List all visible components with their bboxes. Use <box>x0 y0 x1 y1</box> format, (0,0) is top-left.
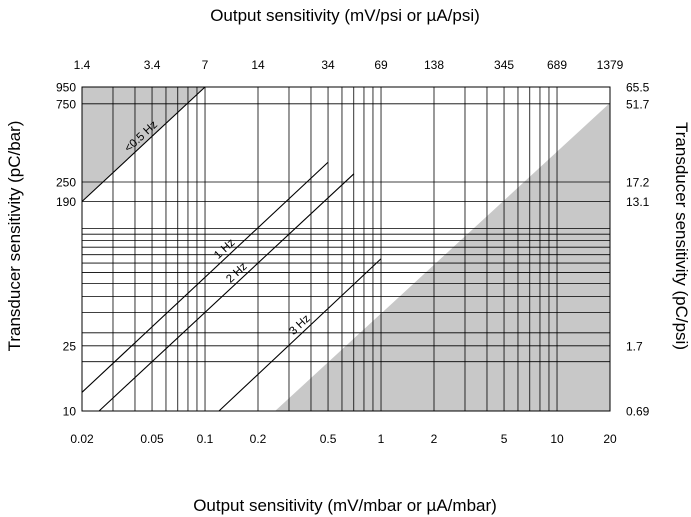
bottom-axis-title: Output sensitivity (mV/mbar or µA/mbar) <box>193 496 497 515</box>
tick-labels: 0.02 0.05 0.1 0.2 0.5 1 2 5 10 201.4 3.4 7 14 34 69 138… <box>56 58 650 446</box>
x-bottom-tick-label: 20 <box>603 432 617 446</box>
x-bottom-tick-label: 0.02 <box>70 432 94 446</box>
x-bottom-tick-label: 0.05 <box>140 432 164 446</box>
y-right-tick-label: 17.2 <box>626 175 650 189</box>
x-top-tick-label: 7 <box>202 58 209 72</box>
series-label: 2 Hz <box>224 260 250 285</box>
x-bottom-tick-label: 5 <box>501 432 508 446</box>
top-axis-title: Output sensitivity (mV/psi or µA/psi) <box>210 6 480 25</box>
shaded-region-lower-right <box>275 102 610 412</box>
x-top-tick-label: 1379 <box>597 58 624 72</box>
y-right-tick-label: 0.69 <box>626 405 650 419</box>
y-left-tick-label: 25 <box>63 339 77 353</box>
series-line <box>81 161 329 393</box>
x-top-tick-label: 138 <box>424 58 444 72</box>
x-bottom-tick-label: 1 <box>378 432 385 446</box>
y-left-tick-label: 950 <box>56 81 76 95</box>
x-top-tick-label: 14 <box>251 58 265 72</box>
shaded-regions <box>82 87 610 412</box>
y-right-tick-label: 1.7 <box>626 339 643 353</box>
y-left-tick-label: 10 <box>63 405 77 419</box>
series-lines <box>81 86 382 412</box>
x-top-tick-label: 69 <box>374 58 388 72</box>
x-top-tick-label: 3.4 <box>144 58 161 72</box>
x-top-tick-label: 1.4 <box>74 58 91 72</box>
series-line <box>81 86 206 202</box>
series-line <box>98 173 355 412</box>
x-bottom-tick-label: 2 <box>431 432 438 446</box>
y-right-tick-label: 13.1 <box>626 195 650 209</box>
y-right-tick-label: 65.5 <box>626 81 650 95</box>
x-top-tick-label: 34 <box>321 58 335 72</box>
y-right-tick-label: 51.7 <box>626 97 650 111</box>
series-label: 3 Hz <box>287 313 313 338</box>
y-left-tick-label: 190 <box>56 195 76 209</box>
series-line <box>218 258 382 412</box>
x-bottom-tick-label: 10 <box>550 432 564 446</box>
x-bottom-tick-label: 0.1 <box>197 432 214 446</box>
x-bottom-tick-label: 0.5 <box>320 432 337 446</box>
x-bottom-tick-label: 0.2 <box>250 432 267 446</box>
x-top-tick-label: 345 <box>494 58 514 72</box>
left-axis-title: Transducer sensitivity (pC/bar) <box>5 121 24 352</box>
right-axis-title: Transducer sensitivity (pC/psi) <box>672 122 691 350</box>
plot-frame <box>81 86 611 412</box>
y-left-tick-label: 750 <box>56 97 76 111</box>
x-top-tick-label: 689 <box>547 58 567 72</box>
y-left-tick-label: 250 <box>56 175 76 189</box>
